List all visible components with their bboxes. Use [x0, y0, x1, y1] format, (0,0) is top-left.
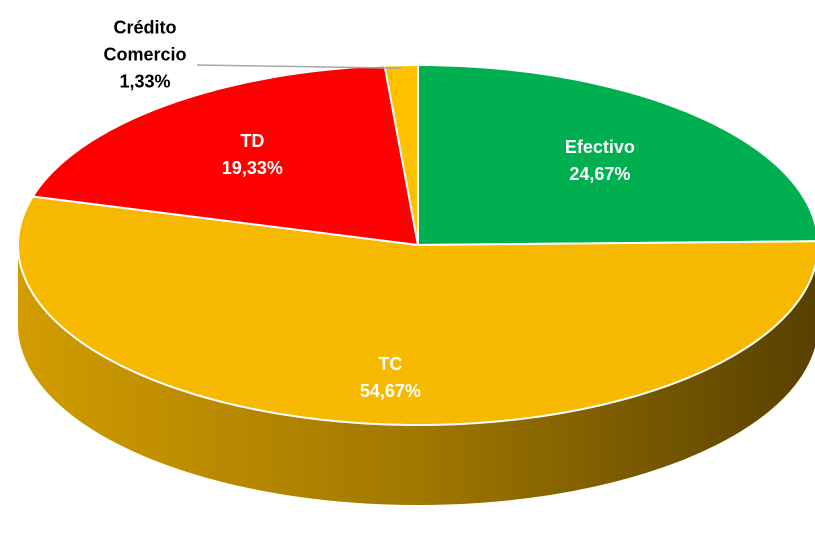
- category-label: Crédito Comercio: [103, 17, 187, 65]
- slice: [383, 63, 419, 246]
- data-label: Crédito Comercio 1,33%: [90, 15, 200, 96]
- leader-line: [196, 64, 402, 69]
- category-label: TC: [378, 354, 403, 375]
- slice: [417, 63, 815, 247]
- value-label: 54,67%: [359, 381, 421, 402]
- value-label: 24,67%: [569, 164, 631, 185]
- data-label: Efectivo 24,67%: [565, 134, 635, 188]
- category-label: TD: [240, 130, 265, 151]
- slice: [31, 64, 420, 247]
- data-label: TC 54,67%: [360, 351, 421, 405]
- value-label: 1,33%: [119, 71, 171, 92]
- category-label: Efectivo: [564, 137, 635, 158]
- side-shade: [18, 245, 815, 505]
- data-label: TD 19,33%: [222, 128, 283, 182]
- slice: [17, 195, 815, 426]
- value-label: 19,33%: [221, 157, 283, 178]
